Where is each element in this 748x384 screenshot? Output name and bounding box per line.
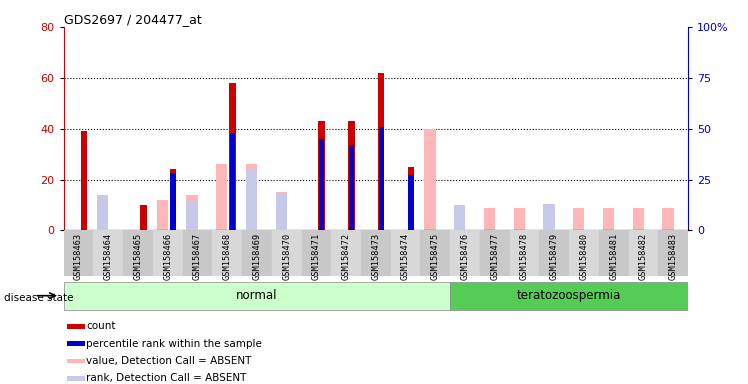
Bar — [390, 230, 420, 276]
Bar — [186, 202, 197, 230]
Bar — [454, 205, 465, 230]
Bar — [514, 207, 525, 230]
Bar — [81, 131, 87, 230]
Bar — [276, 194, 287, 230]
Bar — [183, 230, 212, 276]
Text: percentile rank within the sample: percentile rank within the sample — [86, 339, 262, 349]
Bar — [658, 230, 688, 276]
Bar — [543, 207, 554, 230]
Text: teratozoospermia: teratozoospermia — [517, 289, 622, 302]
Bar — [603, 207, 614, 230]
Bar — [408, 167, 414, 230]
Text: GSM158465: GSM158465 — [133, 233, 142, 280]
Text: rank, Detection Call = ABSENT: rank, Detection Call = ABSENT — [86, 373, 246, 383]
Bar — [170, 169, 177, 230]
Text: GSM158470: GSM158470 — [282, 233, 291, 280]
Bar — [424, 129, 435, 230]
Text: GSM158463: GSM158463 — [74, 233, 83, 280]
Text: GSM158464: GSM158464 — [104, 233, 113, 280]
Text: GSM158466: GSM158466 — [163, 233, 172, 280]
Bar — [599, 230, 628, 276]
Bar — [509, 230, 539, 276]
Bar — [378, 127, 384, 230]
Bar — [539, 230, 569, 276]
Text: count: count — [86, 321, 115, 331]
Bar — [633, 207, 644, 230]
Bar — [450, 230, 480, 276]
Bar — [454, 206, 465, 230]
Bar — [543, 204, 554, 230]
Bar — [361, 230, 390, 276]
Bar — [242, 230, 272, 276]
Bar — [153, 230, 183, 276]
Text: GDS2697 / 204477_at: GDS2697 / 204477_at — [64, 13, 201, 26]
Bar — [484, 207, 495, 230]
Text: value, Detection Call = ABSENT: value, Detection Call = ABSENT — [86, 356, 251, 366]
Text: GSM158476: GSM158476 — [461, 233, 470, 280]
Bar — [230, 133, 235, 230]
Text: disease state: disease state — [4, 293, 73, 303]
Bar — [246, 164, 257, 230]
Bar — [156, 200, 168, 230]
Bar — [319, 139, 325, 230]
Bar — [140, 205, 147, 230]
Bar — [420, 230, 450, 276]
Text: GSM158482: GSM158482 — [639, 233, 648, 280]
Text: GSM158477: GSM158477 — [491, 233, 500, 280]
Text: GSM158478: GSM158478 — [520, 233, 529, 280]
Text: GSM158472: GSM158472 — [342, 233, 351, 280]
Bar — [331, 230, 361, 276]
Text: GSM158469: GSM158469 — [252, 233, 261, 280]
Bar — [408, 175, 414, 230]
Text: GSM158480: GSM158480 — [580, 233, 589, 280]
Bar — [64, 282, 450, 310]
Bar — [662, 207, 674, 230]
Bar — [569, 230, 599, 276]
Bar — [272, 230, 301, 276]
Bar — [628, 230, 658, 276]
Bar — [276, 192, 287, 230]
Text: GSM158473: GSM158473 — [371, 233, 381, 280]
Bar — [573, 207, 584, 230]
Text: GSM158479: GSM158479 — [550, 233, 559, 280]
Bar — [216, 164, 227, 230]
Bar — [186, 195, 197, 230]
Bar — [301, 230, 331, 276]
Bar — [450, 282, 688, 310]
Bar — [97, 195, 108, 230]
Bar — [246, 169, 257, 230]
Bar — [123, 230, 153, 276]
Bar — [94, 230, 123, 276]
Bar — [349, 121, 355, 230]
Text: GSM158471: GSM158471 — [312, 233, 321, 280]
Bar — [64, 230, 94, 276]
Bar — [480, 230, 509, 276]
Bar — [171, 174, 176, 230]
Text: GSM158474: GSM158474 — [401, 233, 410, 280]
Bar — [212, 230, 242, 276]
Bar — [319, 121, 325, 230]
Text: GSM158481: GSM158481 — [610, 233, 619, 280]
Text: GSM158467: GSM158467 — [193, 233, 202, 280]
Bar — [378, 73, 384, 230]
Bar — [349, 145, 354, 230]
Text: GSM158483: GSM158483 — [669, 233, 678, 280]
Text: GSM158475: GSM158475 — [431, 233, 440, 280]
Text: GSM158468: GSM158468 — [223, 233, 232, 280]
Bar — [97, 196, 108, 230]
Text: normal: normal — [236, 289, 278, 302]
Bar — [229, 83, 236, 230]
